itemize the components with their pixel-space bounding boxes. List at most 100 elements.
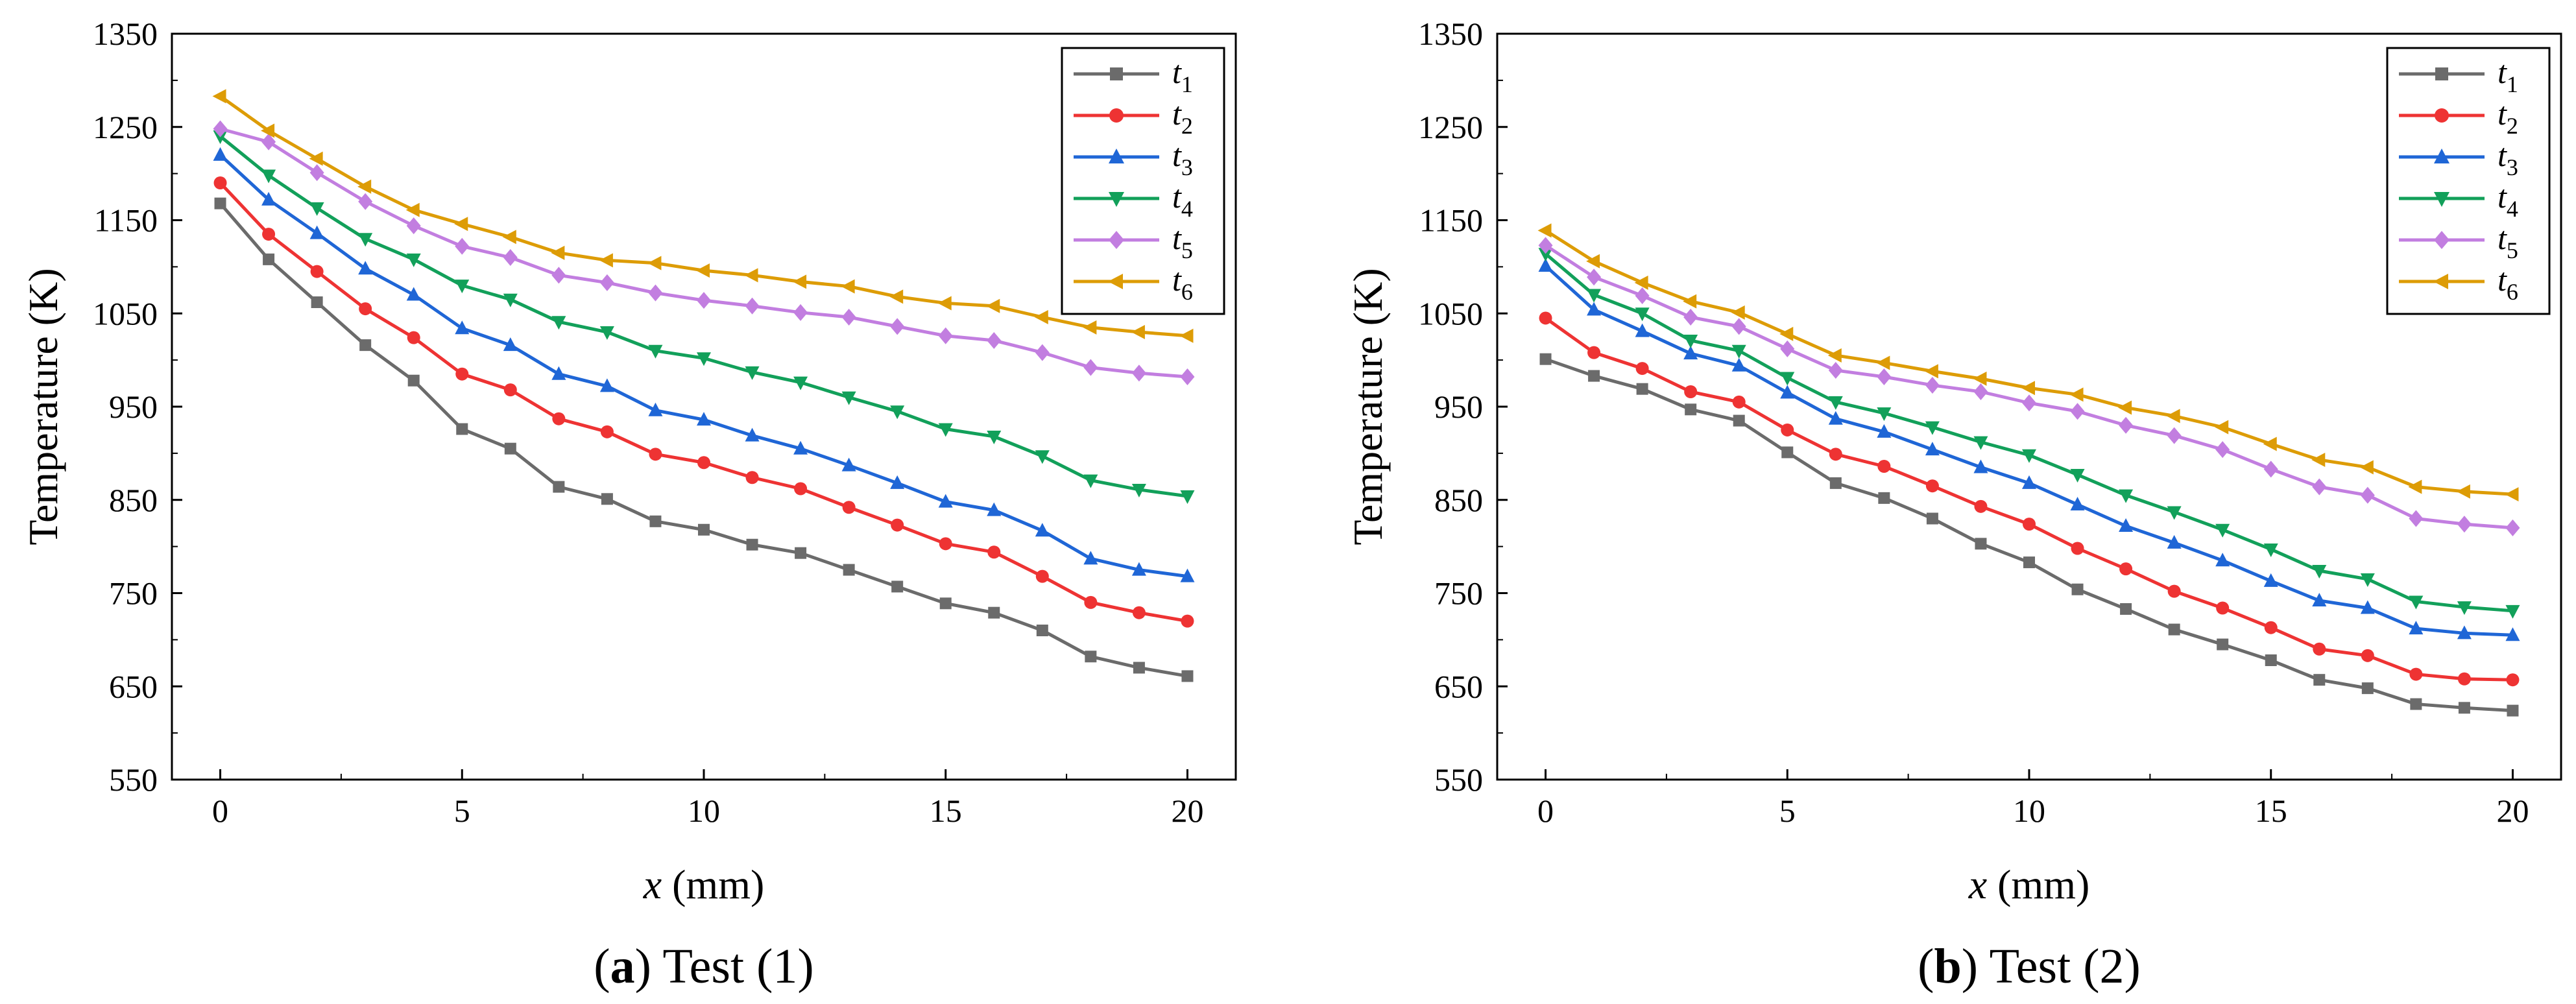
data-point-t5: [1973, 383, 1988, 400]
data-point-t3: [503, 337, 518, 352]
caption-letter: b: [1934, 939, 1961, 994]
data-point-t5: [1538, 237, 1553, 254]
data-point-t6: [1779, 326, 1794, 341]
data-point-t3: [2215, 553, 2230, 567]
data-point-t5: [2312, 478, 2327, 496]
legend-label-name: t: [1172, 178, 1182, 215]
y-tick-label: 1050: [93, 295, 158, 331]
data-point-t5: [358, 193, 373, 210]
data-point-t3: [1131, 562, 1146, 576]
data-point-t2: [891, 518, 904, 532]
data-point-t3: [1083, 551, 1098, 565]
data-point-t3: [2409, 621, 2424, 635]
legend-label-t3: t3: [1172, 137, 1193, 180]
data-point-t3: [697, 412, 711, 426]
data-point-t3: [455, 320, 470, 335]
legend-label-t5: t5: [1172, 220, 1193, 263]
data-point-t1: [1085, 651, 1097, 663]
data-point-t5: [1925, 376, 1940, 394]
data-point-t5: [890, 318, 905, 335]
data-point-t6: [1537, 223, 1552, 238]
data-point-t2: [1877, 460, 1891, 473]
data-point-t2: [2409, 667, 2423, 681]
x-axis-unit: (mm): [1987, 861, 2089, 907]
data-point-t1: [1588, 370, 1600, 382]
data-point-t2: [407, 331, 420, 344]
legend-label-subscript: 4: [1181, 196, 1193, 222]
data-point-t1: [939, 597, 952, 610]
legend-label-t6: t6: [2498, 261, 2518, 305]
data-point-t1: [456, 423, 468, 435]
data-point-t2: [1084, 595, 1098, 609]
panel-caption: (a) Test (1): [594, 939, 813, 994]
data-point-t2: [1132, 606, 1146, 619]
data-point-t6: [1731, 305, 1745, 320]
y-tick-label: 850: [1434, 482, 1483, 518]
data-point-t4: [2360, 573, 2375, 587]
data-point-t1: [2120, 603, 2132, 615]
data-point-t2: [503, 383, 517, 397]
y-tick-label: 1250: [1418, 109, 1483, 145]
data-point-t1: [1829, 477, 1842, 489]
data-point-t4: [1877, 407, 1892, 422]
data-point-t6: [1034, 310, 1048, 324]
data-point-t1: [553, 481, 565, 493]
caption-paren-open: (: [594, 939, 610, 994]
data-point-t2: [2023, 518, 2036, 531]
legend-label-name: t: [1172, 220, 1182, 256]
legend-label-t1: t1: [1172, 54, 1193, 97]
data-point-t1: [1975, 538, 1987, 550]
x-axis-unit: (mm): [662, 861, 764, 907]
legend-label-t6: t6: [1172, 261, 1193, 305]
legend-label-t5: t5: [2498, 220, 2518, 263]
data-point-t3: [1925, 442, 1940, 456]
data-point-t6: [2359, 460, 2374, 475]
data-point-t2: [745, 471, 759, 484]
y-axis-title: Temperature (K): [1345, 268, 1391, 545]
data-point-t2: [842, 501, 856, 514]
legend-label-t1: t1: [2498, 54, 2518, 97]
y-tick-label: 1150: [1419, 202, 1483, 239]
legend-marker-t6: [1108, 274, 1123, 289]
y-tick-label: 1050: [1418, 295, 1483, 331]
legend-label-name: t: [2498, 178, 2507, 215]
data-point-t2: [1732, 395, 1746, 409]
data-point-t3: [1731, 357, 1746, 372]
data-point-t5: [1587, 269, 1602, 286]
legend-marker-t1: [1110, 67, 1123, 80]
data-point-t1: [1539, 353, 1552, 365]
data-point-t4: [309, 202, 324, 216]
caption-text: Test (2): [1978, 939, 2141, 994]
caption-paren-close: ): [1962, 939, 1978, 994]
y-tick-label: 750: [109, 575, 158, 612]
data-point-t5: [309, 164, 324, 182]
data-point-t6: [357, 179, 372, 194]
data-point-t3: [1635, 323, 1650, 337]
data-point-t4: [1083, 474, 1098, 488]
legend-box: [1061, 47, 1225, 315]
data-point-t6: [502, 230, 516, 245]
data-point-t4: [1683, 334, 1698, 348]
data-point-t6: [2215, 420, 2229, 435]
legend-marker-t4: [1109, 192, 1124, 207]
data-point-t6: [405, 202, 420, 217]
data-point-t5: [793, 304, 808, 321]
data-point-t4: [1731, 344, 1746, 359]
data-point-t1: [1133, 662, 1145, 674]
x-tick-label: 10: [688, 793, 720, 829]
data-point-t2: [310, 265, 324, 278]
data-point-t4: [261, 169, 276, 184]
data-point-t4: [455, 280, 470, 294]
data-point-t6: [937, 296, 952, 311]
data-point-t3: [648, 402, 663, 416]
legend-label-subscript: 5: [2507, 237, 2518, 263]
legend-label-name: t: [1172, 261, 1182, 298]
data-point-t1: [2265, 654, 2277, 666]
legend-label-t4: t4: [1172, 178, 1193, 222]
legend-label-subscript: 4: [2507, 196, 2518, 222]
data-point-t4: [2457, 601, 2472, 616]
x-tick-label: 0: [212, 793, 228, 829]
data-point-t5: [2263, 460, 2278, 478]
data-point-t1: [601, 493, 613, 505]
